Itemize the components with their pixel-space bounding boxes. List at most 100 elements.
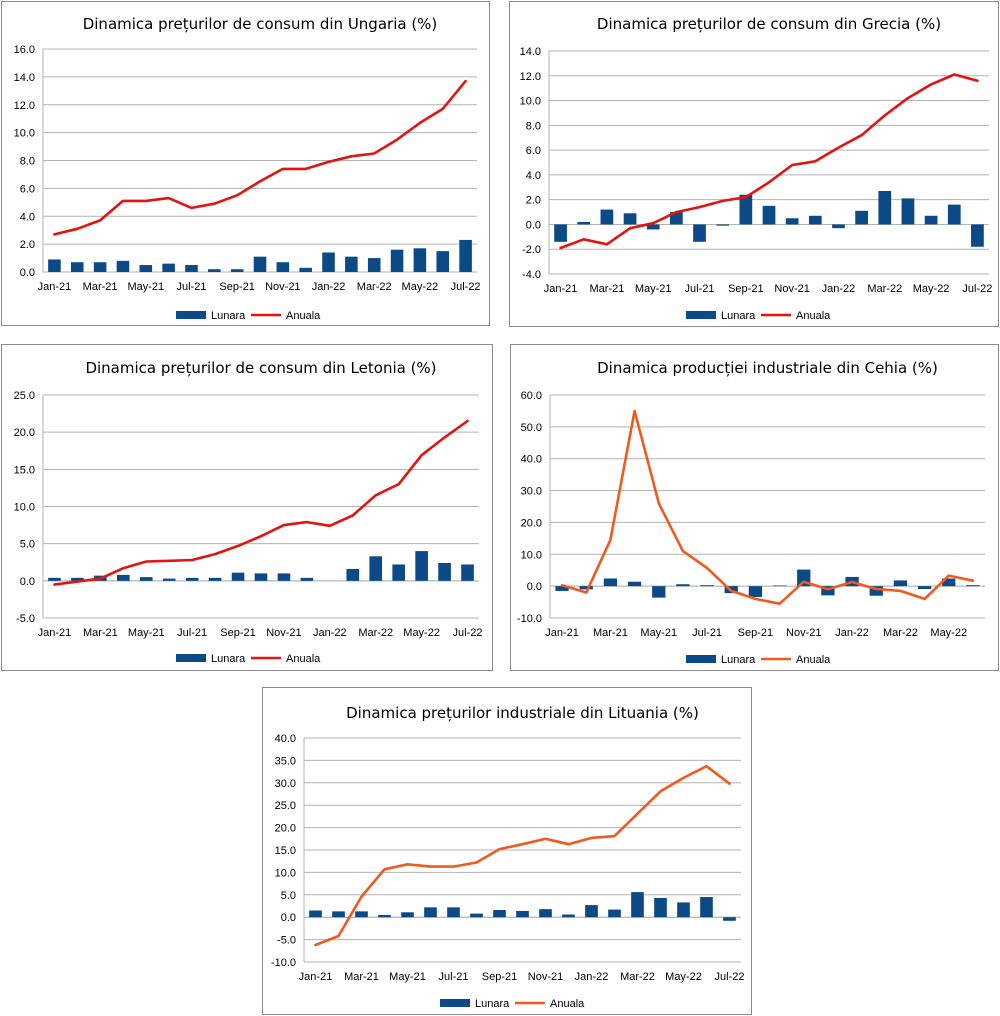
x-tick-label: Jan-22 <box>312 281 346 293</box>
y-tick-label: 5.0 <box>281 890 296 902</box>
x-tick-label: Jan-22 <box>575 971 609 983</box>
bar-lunara <box>390 249 404 272</box>
y-tick-label: 0.0 <box>526 219 541 231</box>
bar-lunara <box>700 585 714 587</box>
bar-lunara <box>878 190 892 225</box>
bar-lunara <box>117 574 130 581</box>
y-tick-label: 0.0 <box>20 267 35 279</box>
bar-lunara <box>208 269 221 272</box>
x-tick-label: Mar-22 <box>358 627 393 639</box>
x-tick-label: Jul-21 <box>685 283 715 295</box>
legend-label-anuala: Anuala <box>286 310 321 322</box>
chart-title: Dinamica prețurilor de consum din Ungari… <box>83 15 438 33</box>
x-tick-label: Jan-21 <box>545 627 579 639</box>
y-tick-label: 60.0 <box>521 390 542 402</box>
bar-lunara <box>355 911 368 918</box>
legend-label-anuala: Anuala <box>550 998 585 1010</box>
x-tick-label: Jul-22 <box>453 627 483 639</box>
bar-lunara <box>723 917 736 921</box>
x-tick-label: Jan-22 <box>822 283 856 295</box>
y-tick-label: 12.0 <box>520 71 541 83</box>
y-tick-label: 12.0 <box>14 100 35 112</box>
y-tick-label: 10.0 <box>14 128 35 140</box>
y-tick-label: -5.0 <box>277 935 296 947</box>
bar-lunara <box>608 909 621 918</box>
bar-lunara <box>299 267 312 272</box>
x-tick-label: May-21 <box>635 283 672 295</box>
y-tick-label: 4.0 <box>20 211 35 223</box>
bar-lunara <box>869 586 883 596</box>
chart-letonia: Dinamica prețurilor de consum din Letoni… <box>14 359 483 665</box>
x-tick-label: May-21 <box>127 281 164 293</box>
x-tick-label: Sep-21 <box>482 971 517 983</box>
bar-lunara <box>470 913 483 918</box>
bar-lunara <box>322 252 335 272</box>
x-tick-label: Mar-21 <box>589 283 624 295</box>
bar-lunara <box>579 586 593 590</box>
y-tick-label: 5.0 <box>20 539 35 551</box>
line-anuala <box>53 419 469 586</box>
legend: Lunara Anuala <box>176 653 321 665</box>
bar-lunara <box>116 260 130 272</box>
x-tick-label: Nov-21 <box>774 283 809 295</box>
x-tick-label: May-21 <box>640 627 677 639</box>
bar-lunara <box>947 204 961 225</box>
y-tick-label: 10.0 <box>275 867 296 879</box>
y-tick-label: -10.0 <box>517 613 542 625</box>
x-tick-label: Jul-22 <box>451 281 481 293</box>
bar-lunara <box>367 258 381 272</box>
x-tick-label: Nov-21 <box>528 971 563 983</box>
bar-lunara <box>461 564 474 581</box>
legend-swatch-lunara <box>440 999 470 1007</box>
x-tick-label: Jan-21 <box>544 283 578 295</box>
y-tick-label: 10.0 <box>521 549 542 561</box>
bar-lunara <box>600 209 614 225</box>
x-tick-label: Mar-21 <box>593 627 628 639</box>
y-tick-label: 6.0 <box>526 145 541 157</box>
x-tick-label: Jul-21 <box>176 281 206 293</box>
bar-lunara <box>71 577 84 581</box>
bar-lunara <box>230 269 244 272</box>
bar-lunara <box>627 581 642 587</box>
bar-lunara <box>716 224 730 226</box>
bar-lunara <box>231 572 245 581</box>
bar-lunara <box>623 213 637 225</box>
y-tick-label: -4.0 <box>522 269 541 281</box>
y-tick-label: 14.0 <box>520 46 541 58</box>
bar-lunara <box>415 551 428 581</box>
bar-lunara <box>70 262 84 272</box>
bar-lunara <box>676 584 690 587</box>
x-tick-label: May-22 <box>930 627 967 639</box>
bar-lunara <box>392 564 405 581</box>
bar-lunara <box>772 585 787 587</box>
bar-lunara <box>917 586 932 590</box>
chart-title: Dinamica prețurilor de consum din Grecia… <box>597 15 941 33</box>
bar-lunara <box>277 573 291 581</box>
bar-lunara <box>821 586 835 596</box>
bar-lunara <box>855 210 868 225</box>
x-tick-label: May-22 <box>665 971 702 983</box>
chart-panel-grecia: Dinamica prețurilor de consum din Grecia… <box>509 1 999 327</box>
y-tick-label: 14.0 <box>14 72 35 84</box>
bar-lunara <box>438 562 451 581</box>
y-tick-label: 6.0 <box>20 183 35 195</box>
x-tick-label: Jan-21 <box>299 971 333 983</box>
bar-lunara <box>401 912 414 918</box>
legend-label-anuala: Anuala <box>796 654 831 666</box>
y-tick-label: -10.0 <box>271 957 296 969</box>
x-tick-label: May-21 <box>128 627 165 639</box>
bar-lunara <box>516 910 529 918</box>
bar-lunara <box>942 578 956 587</box>
bar-lunara <box>185 265 198 272</box>
y-tick-label: 25.0 <box>275 800 296 812</box>
legend-swatch-lunara <box>176 654 206 662</box>
chart-panel-letonia: Dinamica prețurilor de consum din Letoni… <box>1 344 493 671</box>
line-anuala <box>560 409 975 606</box>
y-tick-label: 40.0 <box>521 454 542 466</box>
bar-lunara <box>739 194 753 225</box>
bar-lunara <box>893 580 908 587</box>
chart-lituania: Dinamica prețurilor industriale din Litu… <box>271 704 745 1010</box>
bar-lunara <box>332 911 345 918</box>
chart-title: Dinamica prețurilor industriale din Litu… <box>346 704 699 722</box>
y-tick-label: 15.0 <box>275 845 296 857</box>
